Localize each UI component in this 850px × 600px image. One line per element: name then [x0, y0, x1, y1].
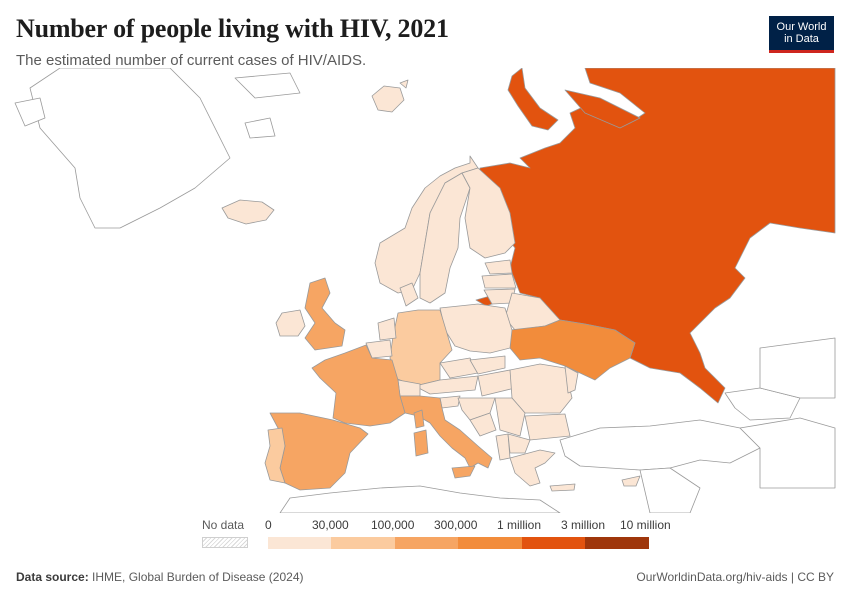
country-macedonia[interactable]	[507, 433, 531, 454]
owid-logo[interactable]: Our World in Data	[769, 16, 834, 53]
legend-tick-1: 30,000	[312, 518, 349, 532]
source-url[interactable]: OurWorldinData.org/hiv-aids | CC BY	[636, 570, 834, 584]
russia-island[interactable]	[564, 89, 641, 129]
country-denmark[interactable]	[399, 282, 419, 307]
data-source-label: Data source:	[16, 570, 89, 584]
logo-line-1: Our World	[776, 21, 827, 33]
greenland[interactable]	[29, 68, 231, 229]
country-turkey[interactable]	[559, 419, 761, 471]
country-greece[interactable]	[509, 449, 556, 487]
arctic-island-1[interactable]	[14, 97, 46, 127]
country-bosnia[interactable]	[469, 412, 497, 437]
country-russia-novaya-zemlya[interactable]	[507, 68, 559, 131]
country-spain[interactable]	[269, 412, 369, 491]
legend-bin-5[interactable]	[522, 537, 585, 549]
country-romania[interactable]	[509, 363, 573, 414]
country-ukraine[interactable]	[509, 319, 636, 381]
legend-tick-5: 3 million	[561, 518, 606, 532]
country-france[interactable]	[311, 344, 406, 427]
legend-tick-0: 0	[265, 518, 272, 532]
italy-sardinia[interactable]	[413, 429, 429, 457]
chart-subtitle: The estimated number of current cases of…	[16, 52, 367, 69]
country-bulgaria[interactable]	[524, 413, 571, 441]
legend-no-data-swatch[interactable]	[202, 537, 248, 548]
country-italy[interactable]	[399, 395, 493, 469]
legend-tick-2: 100,000	[371, 518, 415, 532]
italy-sicily[interactable]	[451, 465, 476, 479]
country-austria[interactable]	[414, 375, 479, 395]
arctic-island-2[interactable]	[234, 72, 301, 99]
country-iceland[interactable]	[221, 199, 275, 225]
country-ireland[interactable]	[275, 309, 306, 337]
legend-bin-6[interactable]	[585, 537, 649, 549]
country-cyprus[interactable]	[621, 475, 641, 487]
legend-tick-4: 1 million	[497, 518, 542, 532]
country-slovakia[interactable]	[469, 355, 506, 375]
country-slovenia[interactable]	[439, 395, 461, 409]
legend-tick-3: 300,000	[434, 518, 478, 532]
legend-tick-6: 10 million	[620, 518, 671, 532]
legend-bin-1[interactable]	[268, 537, 331, 549]
region-levant[interactable]	[639, 467, 701, 513]
region-north-africa[interactable]	[279, 485, 561, 513]
country-latvia[interactable]	[481, 273, 517, 289]
logo-line-2: in Data	[784, 33, 819, 45]
country-portugal[interactable]	[264, 427, 286, 484]
arctic-island-3[interactable]	[244, 117, 276, 139]
country-serbia[interactable]	[494, 397, 526, 437]
legend-bin-2[interactable]	[331, 537, 395, 549]
country-albania[interactable]	[495, 433, 511, 461]
france-corsica[interactable]	[413, 409, 425, 429]
legend-bin-3[interactable]	[395, 537, 458, 549]
country-estonia[interactable]	[484, 259, 513, 275]
country-poland[interactable]	[439, 303, 513, 354]
region-southeast[interactable]	[739, 417, 836, 489]
legend-no-data-label: No data	[202, 518, 245, 532]
country-finland[interactable]	[461, 167, 516, 259]
data-source-text[interactable]: IHME, Global Burden of Disease (2024)	[92, 570, 304, 584]
greece-crete[interactable]	[549, 483, 576, 492]
legend-bin-4[interactable]	[458, 537, 522, 549]
data-source: Data source: IHME, Global Burden of Dise…	[16, 570, 303, 584]
country-united-kingdom[interactable]	[304, 277, 346, 351]
country-svalbard[interactable]	[371, 85, 405, 113]
map-legend: No data 0 30,000 100,000 300,000 1 milli…	[0, 515, 850, 555]
svalbard-islet[interactable]	[399, 79, 409, 89]
country-hungary[interactable]	[477, 369, 516, 397]
country-moldova[interactable]	[564, 365, 579, 394]
region-east[interactable]	[759, 337, 836, 399]
country-germany[interactable]	[389, 309, 453, 387]
country-netherlands[interactable]	[377, 317, 397, 341]
chart-title: Number of people living with HIV, 2021	[16, 14, 449, 43]
europe-map	[14, 68, 836, 513]
